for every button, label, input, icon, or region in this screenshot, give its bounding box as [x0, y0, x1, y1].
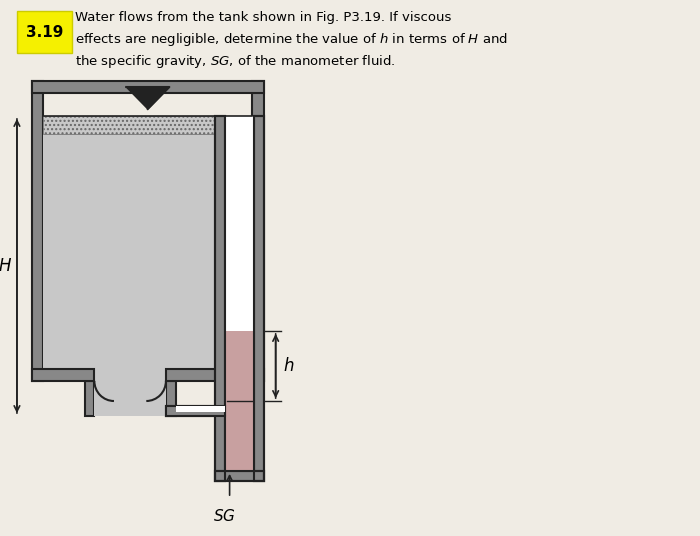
Bar [43, 116, 252, 134]
Bar [215, 471, 264, 481]
Text: Water flows from the tank shown in Fig. P3.19. If viscous: Water flows from the tank shown in Fig. … [75, 11, 451, 24]
Bar [215, 471, 264, 481]
Bar [176, 406, 239, 414]
Bar [166, 369, 264, 381]
Bar [254, 116, 264, 481]
Text: effects are negligible, determine the value of $h$ in terms of $H$ and: effects are negligible, determine the va… [75, 31, 508, 48]
Bar [215, 116, 225, 481]
Bar [166, 406, 225, 416]
Bar [166, 381, 176, 416]
Text: $H$: $H$ [0, 257, 12, 275]
Bar [225, 116, 254, 471]
Bar [85, 381, 95, 416]
Text: the specific gravity, $SG$, of the manometer fluid.: the specific gravity, $SG$, of the manom… [75, 53, 395, 70]
Bar [225, 406, 254, 471]
Bar [215, 116, 225, 481]
Bar [166, 406, 239, 416]
Text: 3.19: 3.19 [26, 25, 63, 40]
Bar [225, 331, 254, 471]
Bar [254, 116, 264, 481]
Text: $SG$: $SG$ [214, 508, 236, 524]
Text: $h$: $h$ [283, 357, 294, 375]
Bar [32, 81, 264, 93]
Bar [94, 381, 166, 416]
Bar [32, 369, 94, 381]
Bar [43, 116, 252, 381]
Bar [176, 406, 225, 412]
Bar [252, 81, 264, 381]
Bar [32, 81, 43, 381]
Polygon shape [126, 87, 169, 109]
FancyBboxPatch shape [17, 11, 72, 53]
